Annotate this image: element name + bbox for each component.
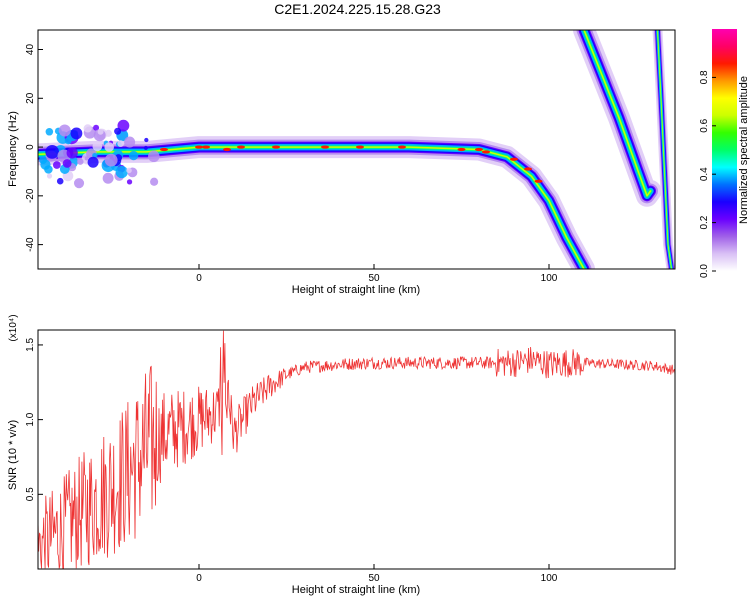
colorbar-tick-label: 0.0 <box>699 264 710 278</box>
trace-main-layer-6 <box>38 146 585 269</box>
snr-y-tick-label: 1.0 <box>25 412 36 426</box>
spectral-blob <box>128 150 139 161</box>
spectrogram-x-tick-label: 0 <box>196 273 202 284</box>
spectrogram-y-tick-label: 0 <box>25 144 36 150</box>
spectral-blob <box>126 179 133 185</box>
spectral-blob <box>104 153 118 167</box>
spectrogram-y-tick-label: -40 <box>25 237 36 252</box>
spectral-blob <box>117 119 130 132</box>
colorbar-ticks: 0.0 0.2 0.4 0.6 0.8 <box>699 70 716 278</box>
colorbar-tick-label: 0.2 <box>699 215 710 229</box>
spectrogram-traces <box>38 30 675 269</box>
spectral-blob <box>73 178 85 189</box>
spectral-peak <box>195 145 203 149</box>
spectral-blob <box>62 159 72 168</box>
spectral-blob <box>97 128 104 135</box>
spectral-blob <box>40 159 51 170</box>
snr-x-ticks: 0 50 100 <box>196 564 558 584</box>
spectral-blob <box>115 165 128 179</box>
spectral-blob <box>58 124 71 137</box>
snr-y-tick-label: 0.5 <box>25 487 36 501</box>
colorbar-tick-label: 0.4 <box>699 167 710 181</box>
spectral-blob <box>83 124 92 133</box>
spectral-peak <box>534 179 543 183</box>
snr-series-line <box>38 330 675 569</box>
snr-x-tick-label: 100 <box>541 573 558 584</box>
spectral-peak <box>398 145 406 149</box>
spectral-blob <box>124 136 136 148</box>
spectrogram-y-tick-label: -20 <box>25 188 36 203</box>
spectral-blob <box>92 141 103 152</box>
spectral-blob <box>56 177 64 185</box>
snr-x-tick-label: 0 <box>196 573 202 584</box>
spectral-blob <box>150 177 159 186</box>
colorbar-tick-label: 0.8 <box>699 70 710 84</box>
snr-panel: 0 50 100 0.5 1.0 1.5 Height of straight line… <box>7 314 676 596</box>
spectral-blob <box>46 173 53 179</box>
trace-edge-layer-6 <box>657 30 672 269</box>
spectral-blob <box>117 140 125 147</box>
spectral-peak <box>457 147 466 152</box>
spectral-peak <box>272 145 280 149</box>
spectrogram-x-ticks: 0 50 100 <box>196 264 558 284</box>
spectral-blob <box>84 156 89 161</box>
spectral-blob <box>104 129 112 137</box>
spectrogram-x-tick-label: 100 <box>541 273 558 284</box>
spectral-peak <box>524 167 532 171</box>
spectral-peak <box>237 145 245 149</box>
spectral-blob <box>104 142 115 152</box>
snr-frame <box>37 329 676 570</box>
page-title: C2E1.2024.225.15.28.G23 <box>274 1 441 17</box>
spectrogram-x-tick-label: 50 <box>368 273 380 284</box>
snr-y-label: SNR (10 * v/v) <box>7 420 19 490</box>
spectral-blob <box>66 147 78 159</box>
spectrogram-y-ticks: 40 20 0 -20 -40 <box>25 44 43 252</box>
spectral-peak <box>223 147 231 152</box>
spectral-peak <box>356 145 364 149</box>
snr-x-tick-label: 50 <box>368 573 380 584</box>
spectral-blob <box>52 161 61 169</box>
spectral-peak <box>321 145 329 149</box>
spectral-blob <box>126 167 132 174</box>
spectrogram-frame <box>37 29 676 270</box>
spectral-blob <box>45 128 54 136</box>
spectral-blob <box>143 145 148 151</box>
spectral-blob <box>114 127 122 135</box>
snr-x-label: Height of straight line (km) <box>292 584 420 596</box>
snr-y-ticks: 0.5 1.0 1.5 <box>25 338 43 501</box>
spectral-blob <box>45 145 59 159</box>
spectrogram-y-tick-label: 40 <box>25 44 36 56</box>
snr-y-tick-label: 1.5 <box>25 338 36 352</box>
spectral-blob <box>144 137 149 143</box>
spectrogram-y-tick-label: 20 <box>25 92 36 104</box>
colorbar-gradient <box>712 29 737 271</box>
snr-scale-label: (x10⁴) <box>8 314 19 341</box>
spectral-peak <box>160 147 168 152</box>
spectral-peak <box>202 145 210 149</box>
colorbar-label: Normalized spectral amplitude <box>738 76 750 224</box>
spectrogram-panel: 0 50 100 40 20 0 -20 -40 Height of straight li… <box>7 29 676 296</box>
spectral-blob <box>87 156 99 168</box>
spectral-peak <box>482 150 490 154</box>
colorbar: 0.0 0.2 0.4 0.6 0.8 Normalized spectral ampl… <box>699 29 750 278</box>
spectral-blob <box>93 124 100 131</box>
spectral-peak <box>510 157 518 161</box>
colorbar-tick-label: 0.6 <box>699 118 710 132</box>
spectral-blob <box>70 127 83 140</box>
spectral-blob <box>102 172 114 184</box>
spectral-peak <box>475 147 483 152</box>
spectrogram-x-label: Height of straight line (km) <box>292 284 420 296</box>
spectral-blob <box>148 150 160 163</box>
trace-ghost-layer-6 <box>583 30 652 197</box>
spectrogram-y-label: Frequency (Hz) <box>7 111 19 187</box>
spectral-blob <box>77 158 84 165</box>
